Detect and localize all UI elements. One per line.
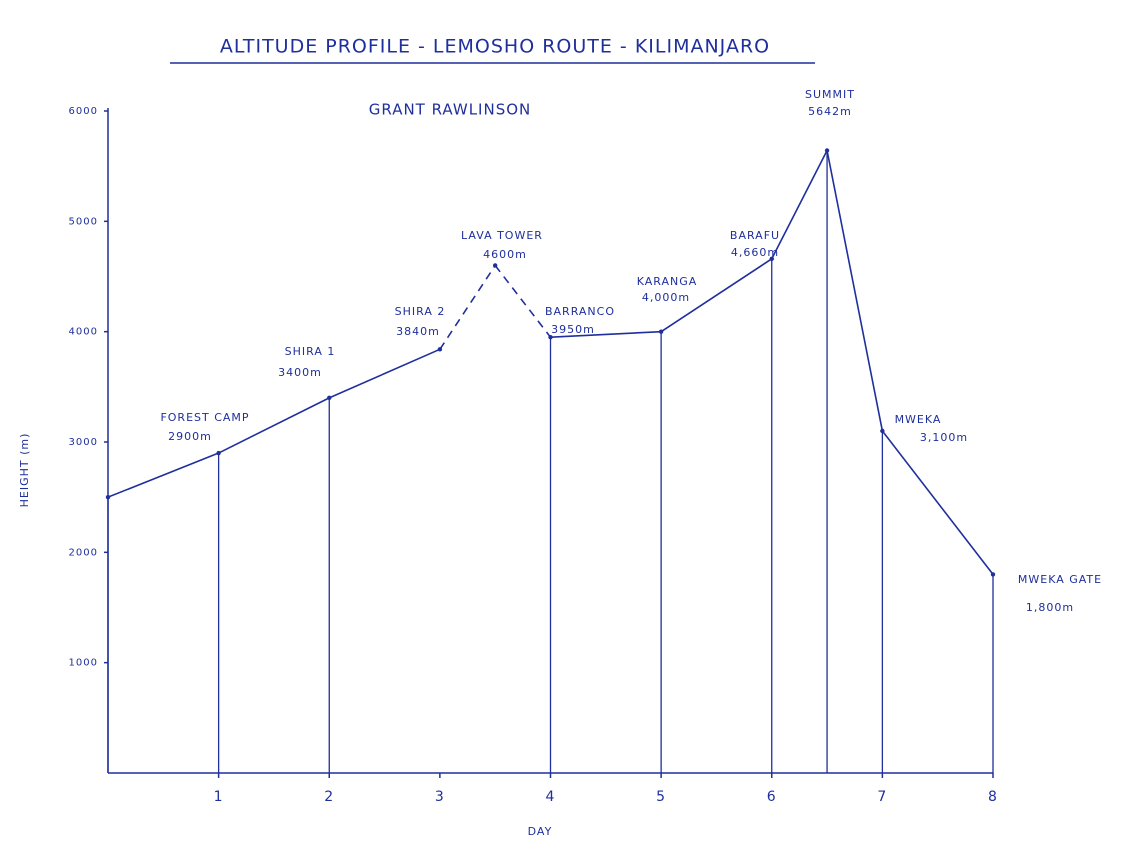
- point: [105, 494, 111, 500]
- x-tick-label: 2: [324, 789, 334, 805]
- line-segment: [771, 150, 828, 260]
- line-segment: [218, 397, 330, 454]
- x-tick-label: 3: [435, 789, 445, 805]
- y-tick-label: 6000: [69, 106, 98, 117]
- y-tick-label: 4000: [69, 327, 98, 338]
- value-label: 3840m: [396, 325, 440, 338]
- line-segment: [328, 348, 441, 399]
- line-segment: [881, 430, 994, 575]
- chart-title: ALTITUDE PROFILE - LEMOSHO ROUTE - KILIM…: [220, 36, 770, 58]
- point: [437, 347, 443, 352]
- point: [548, 334, 553, 340]
- point-name: SUMMIT: [805, 88, 855, 101]
- value-label: 4600m: [483, 248, 527, 261]
- value-label: 3400m: [278, 366, 322, 379]
- y-tick-label: 2000: [69, 547, 98, 558]
- value-label: 4,000m: [642, 291, 690, 304]
- point-name: KARANGA: [637, 275, 698, 288]
- x-axis-label: DAY: [528, 825, 553, 838]
- value-label: 1,800m: [1026, 601, 1074, 614]
- value-label: 3950m: [551, 323, 595, 336]
- point: [824, 148, 830, 153]
- point: [658, 329, 664, 334]
- x-tick-label: 7: [877, 789, 887, 805]
- y-tick-label: 3000: [69, 437, 98, 448]
- value-label: 2900m: [168, 430, 212, 443]
- point-name: SHIRA 1: [285, 345, 336, 358]
- line-segment: [494, 264, 552, 338]
- x-tick-label: 5: [656, 789, 666, 805]
- x-tick-label: 4: [546, 789, 556, 805]
- point: [880, 428, 885, 434]
- point-name: BARRANCO: [545, 305, 615, 318]
- y-axis-label: HEIGHT (m): [18, 433, 31, 508]
- chart-subtitle: GRANT RAWLINSON: [369, 101, 532, 119]
- point-name: MWEKA GATE: [1018, 573, 1102, 586]
- point-name: BARAFU: [730, 229, 780, 242]
- value-label: 5642m: [808, 105, 852, 118]
- x-tick-label: 8: [988, 789, 998, 805]
- x-tick-label: 1: [214, 789, 224, 805]
- y-tick-label: 5000: [69, 216, 98, 227]
- line-segment: [826, 150, 884, 432]
- line-segment: [550, 330, 662, 338]
- value-label: 3,100m: [920, 431, 968, 444]
- value-label: 4,660m: [731, 246, 779, 259]
- point: [216, 450, 221, 456]
- point-name: MWEKA: [895, 413, 942, 426]
- line-segment: [107, 452, 219, 498]
- point-name: SHIRA 2: [395, 305, 446, 318]
- y-tick-label: 1000: [69, 658, 98, 669]
- point: [769, 256, 774, 262]
- line-segment: [439, 265, 496, 350]
- line-segment: [660, 258, 773, 333]
- x-tick-label: 6: [767, 789, 777, 805]
- point: [492, 263, 498, 268]
- point-name: LAVA TOWER: [461, 229, 543, 242]
- point-name: FOREST CAMP: [160, 411, 249, 424]
- point: [990, 572, 996, 577]
- point: [327, 395, 332, 401]
